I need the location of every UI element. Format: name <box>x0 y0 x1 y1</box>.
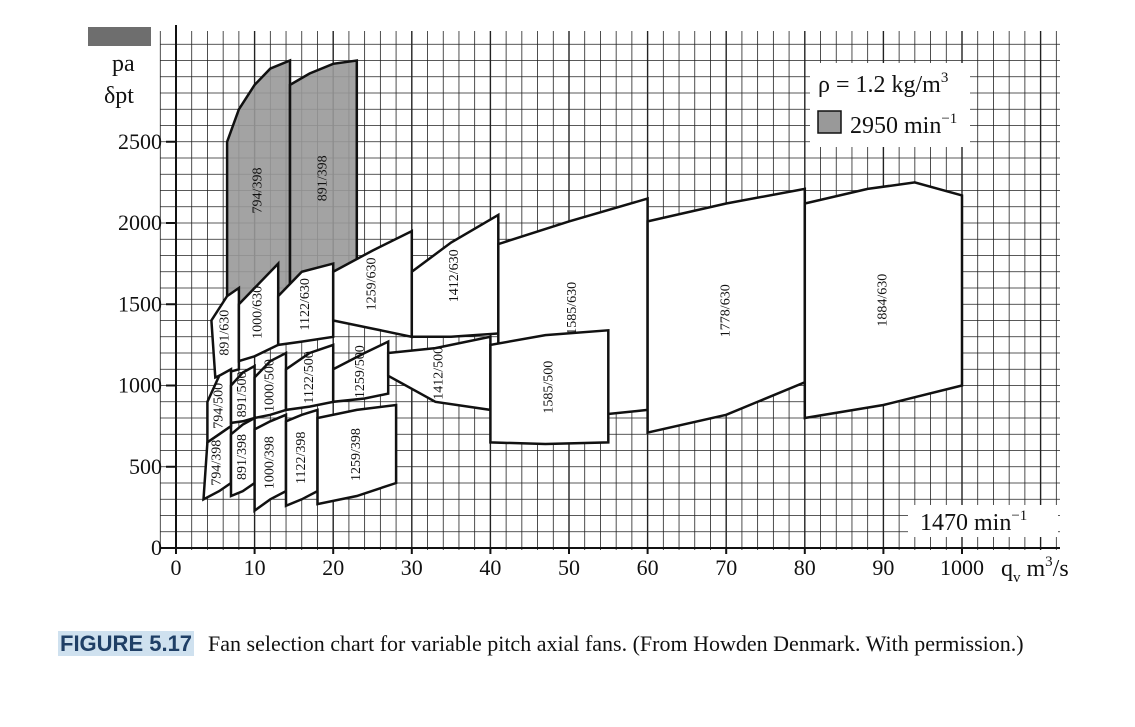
region-label: 891/398 <box>316 155 331 201</box>
y-tick-label: 500 <box>129 454 162 479</box>
region-label: 1585/500 <box>542 361 557 414</box>
speed-low-box <box>908 505 1058 537</box>
x-unit-sup: 3 <box>1045 554 1053 570</box>
figure-number: FIGURE 5.17 <box>58 631 195 656</box>
region-1122-630-low <box>276 261 335 347</box>
region-891-500-low <box>229 363 256 425</box>
x-tick-label: 50 <box>558 555 580 580</box>
region-label: 891/500 <box>235 371 250 417</box>
fan-selection-chart: 794/398 891/398 891/630 1000/630 1122/630 125… <box>88 25 1069 586</box>
x-unit-sub: v <box>1013 570 1021 586</box>
x-tick-label: 40 <box>479 555 501 580</box>
region-label: 1412/500 <box>432 347 447 400</box>
legend-speed-high-sup: −1 <box>941 111 957 127</box>
x-tick-label: 90 <box>872 555 894 580</box>
region-1259-500-low <box>331 339 390 404</box>
legend-swatch-2950 <box>817 110 842 134</box>
speed-low-sup: −1 <box>1011 508 1027 524</box>
y-unit-label-dpt: δpt <box>104 83 134 109</box>
legend-speed-high: 2950 min−1 <box>850 111 957 139</box>
region-1412-500-low <box>386 335 492 412</box>
region-label: 1122/630 <box>298 278 313 330</box>
region-1259-398-low <box>316 403 398 506</box>
x-unit-q: q <box>1001 556 1013 582</box>
x-tick-label: 60 <box>637 555 659 580</box>
region-label: 1585/630 <box>565 282 580 335</box>
regions: 794/398 891/398 891/630 1000/630 1122/630 125… <box>202 58 964 514</box>
y-tick-label: 1000 <box>118 373 162 398</box>
region-794-398-low <box>202 423 233 502</box>
region-1884-630-low <box>803 181 964 420</box>
region-1585-500-low <box>489 328 610 446</box>
y-tick-label: 0 <box>151 535 162 560</box>
legend-speed-high-base: 2950 min <box>850 113 941 139</box>
y-tick-label: 2500 <box>118 129 162 154</box>
y-tick-label: 1500 <box>118 291 162 316</box>
region-1778-630-low <box>646 187 807 435</box>
x-tick-label: 80 <box>794 555 816 580</box>
y-tick-label: 2000 <box>118 210 162 235</box>
region-label: 794/398 <box>251 168 266 214</box>
region-label: 1259/398 <box>349 428 364 481</box>
x-unit-tail: m <box>1021 556 1046 582</box>
region-label: 1000/630 <box>251 286 266 339</box>
region-label: 794/398 <box>209 440 224 486</box>
region-1259-630-low <box>331 229 414 339</box>
caption-text: Fan selection chart for variable pitch a… <box>208 631 1024 656</box>
region-label: 1259/630 <box>365 257 380 310</box>
region-label: 1000/398 <box>263 436 278 489</box>
x-tick-label: 30 <box>401 555 423 580</box>
legend-density-base: ρ = 1.2 kg/m <box>818 72 941 98</box>
region-1000-500-low <box>253 350 288 420</box>
region-label: 1122/500 <box>302 351 317 403</box>
figure-caption: FIGURE 5.17 Fan selection chart for varia… <box>58 628 1118 659</box>
region-label: 1122/398 <box>294 432 309 484</box>
region-1412-630-low <box>410 212 500 339</box>
region-label: 1000/500 <box>263 359 278 412</box>
x-tick-label: 0 <box>171 555 182 580</box>
x-tick-label: 20 <box>322 555 344 580</box>
speed-low-label: 1470 min−1 <box>908 505 1058 537</box>
speed-low-text: 1470 min−1 <box>920 508 1027 536</box>
legend-density: ρ = 1.2 kg/m3 <box>818 70 948 98</box>
region-label: 1259/500 <box>353 345 368 398</box>
region-label: 1778/630 <box>718 284 733 337</box>
region-1122-500-low <box>284 343 335 412</box>
x-unit-label: qv m3/s <box>1001 554 1069 586</box>
x-unit-end: /s <box>1053 556 1069 582</box>
region-1122-398-low <box>284 408 319 508</box>
region-891-398-low <box>229 415 256 498</box>
x-tick-label: 70 <box>715 555 737 580</box>
speed-low-base: 1470 min <box>920 510 1011 536</box>
axes: 0 10 20 30 40 50 60 70 80 90 1000 0 500 1000 1500 2000 2… <box>118 25 1060 580</box>
x-tick-label: 1000 <box>940 555 984 580</box>
region-label: 1412/630 <box>447 249 462 302</box>
top-left-swatch <box>88 27 151 46</box>
region-label: 891/398 <box>235 434 250 480</box>
region-label: 1884/630 <box>876 274 891 327</box>
y-unit-label-pa: pa <box>112 51 135 77</box>
legend-density-sup: 3 <box>941 70 949 86</box>
region-1000-630-low <box>237 260 280 363</box>
region-1000-398-low <box>253 412 288 514</box>
legend: ρ = 1.2 kg/m3 2950 min−1 <box>810 63 970 147</box>
region-label: 794/500 <box>211 383 226 429</box>
region-label: 891/630 <box>217 310 232 356</box>
x-tick-label: 10 <box>244 555 266 580</box>
